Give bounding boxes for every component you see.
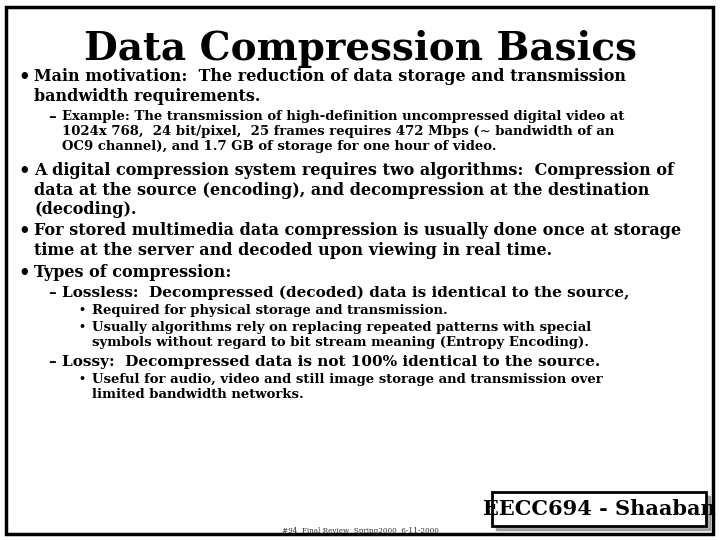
Text: •: • [18,162,30,180]
Text: Types of compression:: Types of compression: [34,264,231,281]
Text: •: • [78,373,85,384]
Text: •: • [18,222,30,240]
Text: •: • [78,304,85,315]
Text: Useful for audio, video and still image storage and transmission over
limited ba: Useful for audio, video and still image … [92,373,603,401]
Text: Example: The transmission of high-definition uncompressed digital video at
1024x: Example: The transmission of high-defini… [62,110,624,153]
Text: Required for physical storage and transmission.: Required for physical storage and transm… [92,304,448,317]
Text: •: • [18,68,30,86]
FancyBboxPatch shape [492,492,706,526]
Text: Lossless:  Decompressed (decoded) data is identical to the source,: Lossless: Decompressed (decoded) data is… [62,286,629,300]
Text: #94  Final Review  Spring2000  6-11-2000: #94 Final Review Spring2000 6-11-2000 [282,527,438,535]
Text: •: • [78,321,85,332]
FancyBboxPatch shape [6,7,713,534]
Text: –: – [48,286,55,300]
Text: For stored multimedia data compression is usually done once at storage
time at t: For stored multimedia data compression i… [34,222,681,259]
Text: –: – [48,355,55,369]
FancyBboxPatch shape [496,496,710,530]
Text: EECC694 - Shaaban: EECC694 - Shaaban [482,499,716,519]
Text: A digital compression system requires two algorithms:  Compression of
data at th: A digital compression system requires tw… [34,162,674,218]
Text: Data Compression Basics: Data Compression Basics [84,30,636,68]
Text: –: – [48,110,55,124]
Text: •: • [18,264,30,282]
Text: Usually algorithms rely on replacing repeated patterns with special
symbols with: Usually algorithms rely on replacing rep… [92,321,591,349]
Text: Lossy:  Decompressed data is not 100% identical to the source.: Lossy: Decompressed data is not 100% ide… [62,355,600,369]
Text: Main motivation:  The reduction of data storage and transmission
bandwidth requi: Main motivation: The reduction of data s… [34,68,626,105]
